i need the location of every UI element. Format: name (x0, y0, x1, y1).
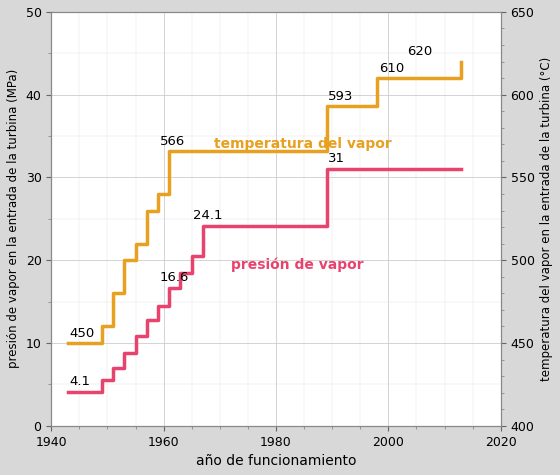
Text: 610: 610 (379, 62, 404, 75)
X-axis label: año de funcionamiento: año de funcionamiento (196, 454, 356, 468)
Text: 16.6: 16.6 (160, 271, 189, 284)
Text: presión de vapor: presión de vapor (231, 257, 363, 272)
Text: 593: 593 (328, 90, 353, 103)
Text: temperatura del vapor: temperatura del vapor (214, 137, 392, 151)
Y-axis label: presión de vapor en la entrada de la turbina (MPa): presión de vapor en la entrada de la tur… (7, 69, 20, 369)
Text: 24.1: 24.1 (193, 209, 223, 222)
Text: 31: 31 (328, 152, 346, 165)
Text: 620: 620 (407, 45, 432, 58)
Text: 566: 566 (160, 135, 185, 148)
Y-axis label: temperatura del vapor en la entrada de la turbina (°C): temperatura del vapor en la entrada de l… (540, 57, 553, 381)
Text: 4.1: 4.1 (70, 375, 91, 388)
Text: 450: 450 (70, 327, 95, 340)
